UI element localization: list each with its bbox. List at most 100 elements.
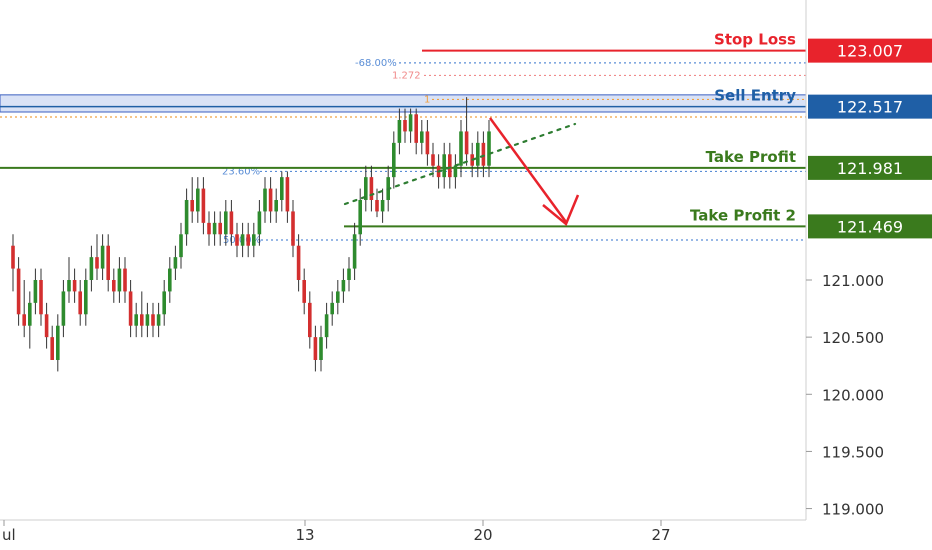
candle xyxy=(50,325,54,360)
x-tick-label: 20 xyxy=(473,526,492,544)
candle-body xyxy=(302,280,306,303)
candle-body xyxy=(145,314,150,326)
candle-body xyxy=(100,245,105,269)
candle-body xyxy=(397,120,402,143)
candle xyxy=(403,108,407,143)
candle xyxy=(268,177,273,223)
candle xyxy=(22,280,26,338)
candle-body xyxy=(201,188,206,223)
candle-body xyxy=(28,302,32,326)
candle-body xyxy=(464,131,469,155)
candle xyxy=(364,165,368,212)
candle-body xyxy=(117,268,122,292)
candle-body xyxy=(392,142,396,178)
candle-body xyxy=(22,314,26,326)
candle-body xyxy=(420,131,424,143)
candle-body xyxy=(476,142,480,166)
candle xyxy=(263,177,267,223)
candle-body xyxy=(431,154,435,166)
candle-body xyxy=(162,291,166,315)
candle xyxy=(330,291,334,326)
candle xyxy=(324,302,329,349)
level-label: Take Profit xyxy=(706,148,796,166)
candle xyxy=(201,177,206,235)
candle-body xyxy=(173,257,178,269)
candle-body xyxy=(123,268,127,292)
candle-body xyxy=(151,314,155,326)
candle-body xyxy=(39,280,43,315)
candle xyxy=(291,200,295,258)
candle xyxy=(134,302,138,338)
candle xyxy=(476,131,480,178)
price-box-label: 122.517 xyxy=(837,98,903,117)
candle xyxy=(190,177,194,223)
candle xyxy=(218,211,222,246)
fib-label: 1 xyxy=(424,94,430,105)
candle xyxy=(459,120,463,178)
candle xyxy=(123,257,127,303)
candle xyxy=(408,108,413,143)
candle-body xyxy=(106,245,110,280)
level-label: Sell Entry xyxy=(714,87,796,105)
candle xyxy=(464,97,469,166)
candle-body xyxy=(179,234,183,258)
candle xyxy=(442,142,446,189)
candle-body xyxy=(16,268,21,315)
candle xyxy=(89,245,94,292)
candle-body xyxy=(459,131,463,166)
candle-body xyxy=(408,114,413,132)
candle xyxy=(106,234,110,292)
y-tick-label: 119.000 xyxy=(822,501,884,519)
y-tick-label: 120.000 xyxy=(822,386,884,404)
candle-body xyxy=(84,280,88,315)
candle-body xyxy=(184,200,189,235)
candle-body xyxy=(487,131,491,166)
candle xyxy=(61,280,66,338)
price-box-label: 121.469 xyxy=(837,217,903,236)
candle xyxy=(112,268,116,303)
x-tick-label: ul xyxy=(2,526,16,544)
candle-body xyxy=(285,177,290,212)
candle xyxy=(78,280,82,326)
candle-body xyxy=(341,280,346,292)
candle xyxy=(397,108,402,155)
candle-body xyxy=(448,154,452,178)
candle-body xyxy=(330,302,334,315)
candle xyxy=(33,268,38,315)
candle xyxy=(67,257,71,303)
candle xyxy=(375,188,379,218)
candle xyxy=(196,177,200,223)
candle-body xyxy=(140,314,144,326)
candle xyxy=(184,188,189,246)
candle xyxy=(481,131,486,178)
price-box-label: 121.981 xyxy=(837,159,903,178)
candle xyxy=(72,268,77,303)
candle xyxy=(352,222,357,280)
fib-label: -68.00% xyxy=(355,58,397,69)
candle xyxy=(358,188,362,246)
candle xyxy=(173,245,178,280)
candle-body xyxy=(218,222,222,235)
candle xyxy=(240,222,245,258)
candle-body xyxy=(252,234,256,246)
candle xyxy=(302,268,306,315)
candle xyxy=(420,120,424,155)
y-tick-label: 120.500 xyxy=(822,329,884,347)
candle xyxy=(285,171,290,223)
candle-body xyxy=(257,211,262,235)
candle xyxy=(162,280,166,326)
overlay-layer xyxy=(343,117,580,227)
candle xyxy=(168,257,172,303)
candle-body xyxy=(50,337,54,360)
candle-body xyxy=(291,211,295,246)
price-box xyxy=(808,214,932,239)
candle-body xyxy=(229,211,234,235)
candle xyxy=(95,234,99,280)
candle xyxy=(341,268,346,303)
candle-body xyxy=(369,177,374,200)
candle-body xyxy=(308,302,312,338)
down-arrow-shaft xyxy=(488,117,568,223)
candle xyxy=(392,131,396,189)
candle-body xyxy=(453,165,458,178)
